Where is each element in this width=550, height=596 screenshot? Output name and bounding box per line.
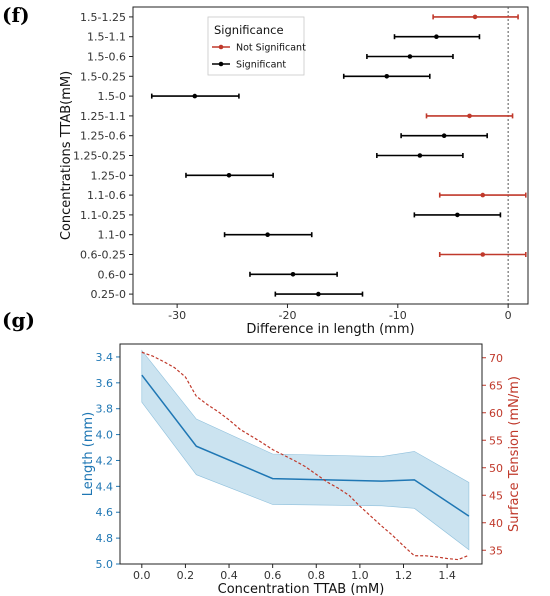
legend-dot-significant <box>218 61 224 67</box>
comparison-label: 1.5-1.1 <box>87 31 126 44</box>
panel-f-plot-area <box>132 6 529 305</box>
estimate-point <box>290 272 296 277</box>
comparison-label: 1.5-0.6 <box>87 51 126 64</box>
comparison-label: 0.6-0.25 <box>80 249 126 262</box>
comparison-label: 1.25-0 <box>91 169 126 182</box>
panel-g-right-tick-label: 55 <box>489 434 503 447</box>
panel-g-x-tick-label: 1.4 <box>438 569 456 582</box>
panel-f-label: (f) <box>2 3 30 27</box>
panel-f-x-tick-label: -20 <box>278 309 296 322</box>
estimate-point <box>441 133 447 138</box>
legend-box <box>207 16 305 76</box>
panel-g-x-tick-label: 0.0 <box>133 569 151 582</box>
legend-dot-not-significant <box>218 44 224 50</box>
panel-g-right-tick-label: 45 <box>489 489 503 502</box>
comparison-label: 1.1-0.25 <box>80 209 126 222</box>
legend-title: Significance <box>214 23 284 37</box>
comparison-label: 1.5-0 <box>98 90 126 103</box>
panel-g-left-tick-label: 3.6 <box>96 377 114 390</box>
panel-g-right-tick-label: 50 <box>489 462 503 475</box>
panel-g-x-tick-label: 0.2 <box>177 569 195 582</box>
estimate-point <box>407 54 413 59</box>
panel-g-x-tick-label: 1.2 <box>395 569 413 582</box>
comparison-label: 1.25-0.6 <box>80 130 126 143</box>
panel-g-label: (g) <box>2 308 35 332</box>
panel-g-right-tick-label: 35 <box>489 544 503 557</box>
comparison-label: 1.5-0.25 <box>80 70 126 83</box>
panel-f-legend: Significance Not Significant Significant <box>207 16 306 76</box>
estimate-point <box>434 34 439 39</box>
panel-g-right-tick-label: 70 <box>489 352 503 365</box>
panel-g-left-axis-title: Length (mm) <box>81 412 96 496</box>
legend-label-not-significant: Not Significant <box>236 43 306 54</box>
panel-g-plot-frame <box>119 343 483 565</box>
estimate-point <box>316 291 321 297</box>
panel-g-left-tick-label: 4.2 <box>96 454 114 467</box>
estimate-point <box>265 232 270 237</box>
estimate-point <box>417 153 423 158</box>
panel-g-right-tick-label: 65 <box>489 379 503 392</box>
comparison-label: 0.6-0 <box>98 268 126 281</box>
panel-g-x-tick-label: 1.0 <box>351 569 369 582</box>
panel-g-left-tick-label: 4.8 <box>96 532 114 545</box>
comparison-label: 1.1-0 <box>98 229 126 242</box>
comparison-label: 1.25-0.25 <box>73 150 126 163</box>
comparison-label: 1.25-1.1 <box>80 110 126 123</box>
panel-g-right-tick-label: 60 <box>489 407 503 420</box>
panel-g: (g) 0.0 0.2 0.4 0.6 0.8 1.0 1.2 1.4 3.4 3.6 3.8 4.0… <box>2 308 522 596</box>
panel-f-y-axis-title: Concentrations TTAB(mM) <box>59 71 74 240</box>
panel-g-x-tick-label: 0.4 <box>220 569 238 582</box>
panel-g-x-tick-label: 0.8 <box>308 569 326 582</box>
surface-tension-line <box>141 351 470 561</box>
panel-g-right-tick-label: 40 <box>489 517 503 530</box>
length-confidence-band <box>141 349 470 551</box>
panel-f-x-tick-label: -10 <box>389 309 407 322</box>
estimate-point <box>455 212 460 218</box>
panel-g-x-tick-label: 0.6 <box>264 569 282 582</box>
panel-g-left-tick-label: 3.4 <box>96 351 114 364</box>
panel-g-left-tick-label: 5.0 <box>96 558 114 571</box>
comparison-label: 1.5-1.25 <box>80 11 126 24</box>
panel-g-right-axis-title: Surface Tension (mN/m) <box>507 376 522 532</box>
estimate-point <box>467 113 472 119</box>
comparison-label: 0.25-0 <box>91 288 126 301</box>
panel-f-x-tick-label: 0 <box>505 309 512 322</box>
panel-f: (f) -30 -20 -10 0 1.5-1.25 1.5-1.1 1.5-0.6 1.5-… <box>2 3 529 337</box>
length-line <box>141 374 470 517</box>
panel-f-x-tick-label: -30 <box>168 309 186 322</box>
panel-g-left-tick-label: 3.8 <box>96 403 114 416</box>
panel-g-left-tick-label: 4.6 <box>96 506 114 519</box>
panel-f-x-axis-title: Difference in length (mm) <box>246 322 414 337</box>
estimate-point <box>472 14 478 20</box>
panel-g-x-axis-title: Concentration TTAB (mM) <box>218 582 385 596</box>
estimate-point <box>384 74 390 79</box>
estimate-point <box>480 192 486 198</box>
legend-label-significant: Significant <box>236 60 286 71</box>
estimate-point <box>192 93 198 99</box>
estimate-point <box>226 173 232 178</box>
panel-g-left-tick-label: 4.0 <box>96 429 114 442</box>
panel-g-left-tick-label: 4.4 <box>96 480 114 493</box>
estimate-point <box>480 252 486 257</box>
comparison-label: 1.1-0.6 <box>87 189 126 202</box>
